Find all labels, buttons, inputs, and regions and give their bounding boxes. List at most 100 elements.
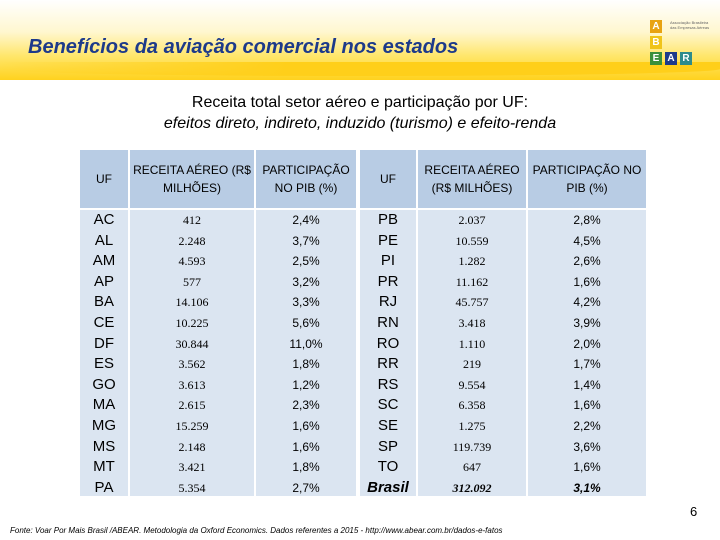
column-participacao-right: 2,8% 4,5% 2,6% 1,6% 4,2% 3,9% 2,0% 1,7% 1,4% 1,6%…: [528, 210, 646, 498]
column-participacao-left-cell: 1,2%: [292, 377, 320, 392]
header-participacao-right: PARTICIPAÇÃO NO PIB (%): [528, 150, 646, 208]
column-uf-left-cell: AL: [94, 231, 114, 249]
logo-letter-a2: A: [665, 52, 677, 65]
slide-title: Benefícios da aviação comercial nos esta…: [28, 36, 459, 58]
column-participacao-left-cell: 3,2%: [292, 274, 320, 289]
column-participacao-right-cell: 2,8%: [573, 213, 601, 227]
column-participacao-left-cell: 1,6%: [292, 439, 320, 454]
column-receita-left-cell: 30.844: [175, 336, 209, 351]
column-participacao-left-cell: 2,7%: [292, 480, 320, 495]
column-uf-right-cell: RS: [377, 375, 399, 393]
logo-text: Associação Brasileira das Empresas Aérea…: [670, 20, 710, 30]
column-uf-right-cell: SC: [377, 396, 399, 414]
logo-letter-b: B: [650, 36, 662, 49]
column-receita-left-cell: 5.354: [178, 480, 206, 495]
column-uf-left-cell: PA: [94, 478, 114, 496]
column-uf-right-cell: RN: [377, 313, 399, 331]
subtitle-line-2: efeitos direto, indireto, induzido (turi…: [163, 115, 557, 132]
column-receita-left: 412 2.248 4.593 577 14.106 10.225 30.844 3.562 3…: [130, 210, 254, 498]
column-uf-left-cell: DF: [94, 334, 114, 352]
column-receita-right-cell: 1.282: [458, 254, 486, 269]
column-participacao-left: 2,4% 3,7% 2,5% 3,2% 3,3% 5,6% 11,0% 1,8% 1,2% 2,3…: [256, 210, 356, 498]
page-number: 6: [690, 504, 698, 519]
column-receita-left-cell: 3.421: [178, 460, 206, 475]
column-participacao-right-cell: 4,5%: [573, 233, 601, 248]
column-receita-left-cell: 2.148: [178, 439, 206, 454]
column-participacao-left-cell: 3,7%: [292, 233, 320, 248]
column-receita-left-cell: 10.225: [175, 315, 209, 330]
column-uf-left-cell: AC: [93, 211, 115, 228]
column-participacao-left-cell: 2,5%: [292, 254, 320, 269]
column-participacao-right-cell: 2,2%: [573, 418, 601, 433]
column-receita-right-cell: 119.739: [452, 439, 492, 454]
column-receita-right-cell: 9.554: [458, 377, 486, 392]
column-uf-left-cell: MT: [93, 458, 115, 476]
body-bg-uf-left: [80, 210, 128, 496]
column-uf-left-cell: GO: [92, 375, 116, 393]
column-receita-left-cell: 412: [183, 213, 201, 227]
column-participacao-left-cell: 1,8%: [292, 357, 320, 372]
header-uf-right: UF: [360, 150, 416, 208]
column-uf-right-cell: RO: [376, 334, 400, 352]
column-uf-right-cell: PB: [377, 211, 398, 228]
column-receita-left-cell: 4.593: [178, 254, 206, 269]
column-participacao-left-cell: 2,4%: [292, 213, 320, 227]
column-receita-right-cell: 6.358: [458, 398, 486, 413]
column-uf-left-cell: AM: [92, 252, 116, 270]
column-participacao-right-cell: 1,6%: [573, 398, 601, 413]
column-uf-left-cell: AP: [93, 272, 114, 290]
column-participacao-left-cell: 5,6%: [292, 315, 320, 330]
column-uf-right-cell: RJ: [378, 293, 398, 311]
column-participacao-right-cell: 3,6%: [573, 439, 601, 454]
column-uf-left-cell: MA: [92, 396, 116, 414]
header-swoosh: [0, 62, 720, 76]
column-uf-right-cell: PE: [377, 231, 398, 249]
column-participacao-right-cell: 1,6%: [573, 274, 601, 289]
column-participacao-right-cell: 2,0%: [573, 336, 601, 351]
column-participacao-right-cell: 2,6%: [573, 254, 601, 269]
column-receita-right-cell: 45.757: [455, 295, 489, 310]
column-participacao-left-cell: 2,3%: [292, 398, 320, 413]
column-participacao-right-cell: 1,6%: [573, 460, 601, 475]
header-participacao-left: PARTICIPAÇÃO NO PIB (%): [256, 150, 356, 208]
abear-logo: A B E A R Associação Brasileira das Empr…: [650, 20, 718, 68]
subtitle-line-1: Receita total setor aéreo e participação…: [191, 94, 529, 111]
column-participacao-left-cell: 11,0%: [289, 336, 323, 351]
column-uf-right-cell: RR: [377, 355, 399, 373]
logo-letter-e: E: [650, 52, 662, 65]
column-receita-right-cell: 10.559: [455, 233, 489, 248]
column-receita-left-cell: 14.106: [175, 295, 209, 310]
column-receita-left-cell: 2.615: [178, 398, 206, 413]
column-uf-right-cell: PR: [377, 272, 399, 290]
column-uf-right-cell: SP: [377, 437, 398, 455]
column-receita-left-cell: 2.248: [178, 233, 206, 248]
body-bg-receita-right: [418, 210, 526, 496]
header-receita-left: RECEITA AÉREO (R$ MILHÕES): [130, 150, 254, 208]
body-bg-uf-right: [360, 210, 416, 496]
column-receita-right-cell: 1.110: [458, 336, 486, 351]
column-participacao-left-cell: 1,8%: [292, 460, 320, 475]
column-uf-right: PB PE PI PR RJ RN RO RR RS SC SE SP TO Brasil: [360, 210, 416, 498]
column-uf-left-cell: ES: [93, 355, 114, 373]
column-receita-right-total: 312.092: [452, 480, 492, 495]
column-receita-left-cell: 3.613: [178, 377, 206, 392]
body-bg-participacao-left: [256, 210, 356, 496]
header-uf-left: UF: [80, 150, 128, 208]
column-receita-left-cell: 3.562: [178, 357, 206, 372]
column-uf-right-total: Brasil: [367, 478, 409, 496]
column-uf-left-cell: BA: [93, 293, 114, 311]
column-participacao-left-cell: 3,3%: [292, 295, 320, 310]
column-receita-right-cell: 1.275: [458, 418, 486, 433]
column-uf-left-cell: CE: [93, 313, 115, 331]
logo-letter-a: A: [650, 20, 662, 33]
body-bg-participacao-right: [528, 210, 646, 496]
column-receita-right-cell: 3.418: [458, 315, 486, 330]
column-participacao-right-cell: 1,4%: [573, 377, 601, 392]
column-receita-right-cell: 2.037: [458, 213, 486, 227]
column-receita-right: 2.037 10.559 1.282 11.162 45.757 3.418 1.110 21…: [418, 210, 526, 498]
column-uf-left-cell: MG: [91, 416, 117, 434]
column-uf-left: AC AL AM AP BA CE DF ES GO MA MG MS MT PA: [80, 210, 128, 498]
column-receita-left-cell: 577: [183, 274, 201, 289]
source-footer: Fonte: Voar Por Mais Brasil /ABEAR. Meto…: [10, 526, 503, 535]
subtitle: Receita total setor aéreo e participação…: [0, 92, 720, 134]
